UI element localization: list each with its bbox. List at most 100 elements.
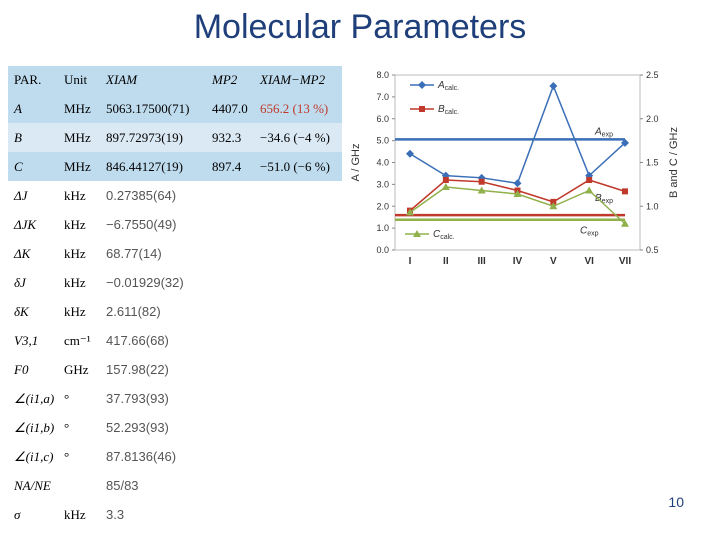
x-tick-label: III [477, 256, 486, 267]
mp2-cell [206, 384, 254, 413]
mp2-cell [206, 239, 254, 268]
unit-cell: ° [64, 390, 70, 406]
header-cell: PAR. [14, 72, 42, 87]
page-title: Molecular Parameters [193, 8, 527, 46]
data-point [442, 177, 449, 183]
header-cell: Unit [64, 72, 88, 87]
x-tick-label: II [443, 256, 449, 267]
table-row: ΔJ kHz 0.27385(64) [8, 181, 342, 210]
x-tick-label: V [550, 256, 557, 267]
series-line [409, 83, 626, 185]
xiam-cell: 3.3 [106, 507, 125, 522]
diff-cell [254, 268, 342, 297]
right-tick-label: 1.0 [646, 201, 659, 211]
parameters-table: PAR. Unit XIAM MP2 XIAM−MP2 A MHz 5063.17500(71… [8, 66, 342, 529]
unit-cell: cm⁻¹ [64, 332, 91, 348]
xiam-cell: 2.611(82) [106, 304, 161, 319]
diff-cell: 656.2 (13 %) [254, 94, 342, 123]
data-point [549, 202, 558, 210]
mp2-cell [206, 210, 254, 239]
unit-cell: MHz [58, 123, 100, 152]
unit-cell: kHz [64, 506, 86, 522]
data-point [477, 186, 486, 194]
table-row: δK kHz 2.611(82) [8, 297, 342, 326]
data-point [478, 178, 485, 185]
unit-cell: kHz [64, 216, 86, 232]
diff-cell: −34.6 (−4 %) [254, 123, 342, 152]
table-row: C MHz 846.44127(19) 897.4 −51.0 (−6 %) [8, 152, 342, 181]
xiam-cell: 5063.17500(71) [100, 94, 206, 123]
y-right-label: B and C / GHz [668, 127, 680, 198]
diff-cell [254, 239, 342, 268]
header-cell: MP2 [212, 72, 238, 87]
par-cell: V3,1 [14, 332, 39, 348]
xiam-cell: 52.293(93) [106, 420, 169, 435]
xiam-cell: 85/83 [106, 478, 139, 493]
table-row: δJ kHz −0.01929(32) [8, 268, 342, 297]
left-tick-label: 1.0 [376, 223, 389, 233]
xiam-cell: 37.793(93) [106, 391, 169, 406]
unit-cell: ° [64, 419, 70, 435]
xiam-cell: 87.8136(46) [106, 449, 177, 464]
right-tick-label: 1.5 [646, 158, 659, 168]
table-row: B MHz 897.72973(19) 932.3 −34.6 (−4 %) [8, 123, 342, 152]
mp2-cell [206, 268, 254, 297]
mp2-cell: 4407.0 [206, 94, 254, 123]
mp2-cell [206, 326, 254, 355]
par-cell: NA/NE [14, 477, 51, 493]
data-point [621, 138, 629, 147]
par-cell: δK [14, 303, 29, 319]
left-tick-label: 2.0 [376, 201, 389, 211]
data-point [513, 190, 522, 197]
table-row: F0 GHz 157.98(22) [8, 355, 342, 384]
left-tick-label: 5.0 [376, 136, 389, 146]
xiam-cell: 417.66(68) [106, 333, 169, 348]
mp2-cell [206, 471, 254, 500]
table-header-row: PAR. Unit XIAM MP2 XIAM−MP2 [8, 66, 342, 94]
data-point [550, 198, 557, 205]
data-point [585, 186, 594, 194]
header-cell: XIAM−MP2 [260, 72, 326, 87]
legend-marker [413, 230, 421, 237]
xiam-cell: 897.72973(19) [100, 123, 206, 152]
data-point [441, 183, 450, 190]
left-tick-label: 8.0 [376, 70, 389, 80]
xiam-cell: −0.01929(32) [106, 275, 184, 290]
unit-cell: GHz [64, 361, 89, 377]
unit-cell: MHz [58, 152, 100, 181]
par-cell: A [8, 94, 58, 123]
unit-cell: kHz [64, 187, 86, 203]
mp2-cell: 897.4 [206, 152, 254, 181]
xiam-cell: −6.7550(49) [106, 217, 177, 232]
reference-line-label: Aexp [594, 126, 613, 138]
par-cell: C [8, 152, 58, 181]
table-row: ΔJK kHz −6.7550(49) [8, 210, 342, 239]
data-point [406, 149, 414, 158]
left-tick-label: 3.0 [376, 179, 389, 189]
x-tick-label: I [409, 256, 412, 267]
par-cell: ∠(i1,b) [14, 419, 55, 435]
left-tick-label: 4.0 [376, 158, 389, 168]
diff-cell [254, 181, 342, 210]
x-tick-label: IV [513, 256, 523, 267]
par-cell: σ [14, 506, 21, 522]
unit-cell: kHz [64, 274, 86, 290]
par-cell: δJ [14, 274, 26, 290]
unit-cell: kHz [64, 245, 86, 261]
table-row: NA/NE 85/83 [8, 471, 342, 500]
x-tick-label: VII [619, 256, 631, 267]
mp2-cell [206, 355, 254, 384]
diff-cell [254, 355, 342, 384]
mp2-cell [206, 500, 254, 529]
unit-cell [58, 471, 100, 500]
table-row: A MHz 5063.17500(71) 4407.0 656.2 (13 %) [8, 94, 342, 123]
legend-marker [418, 81, 426, 89]
diff-cell [254, 471, 342, 500]
reference-line-label: Cexp [580, 226, 599, 238]
par-cell: ΔK [14, 245, 31, 261]
diff-cell [254, 442, 342, 471]
mp2-cell [206, 413, 254, 442]
legend-marker [419, 106, 425, 112]
mp2-cell [206, 181, 254, 210]
table-row: V3,1 cm⁻¹ 417.66(68) [8, 326, 342, 355]
